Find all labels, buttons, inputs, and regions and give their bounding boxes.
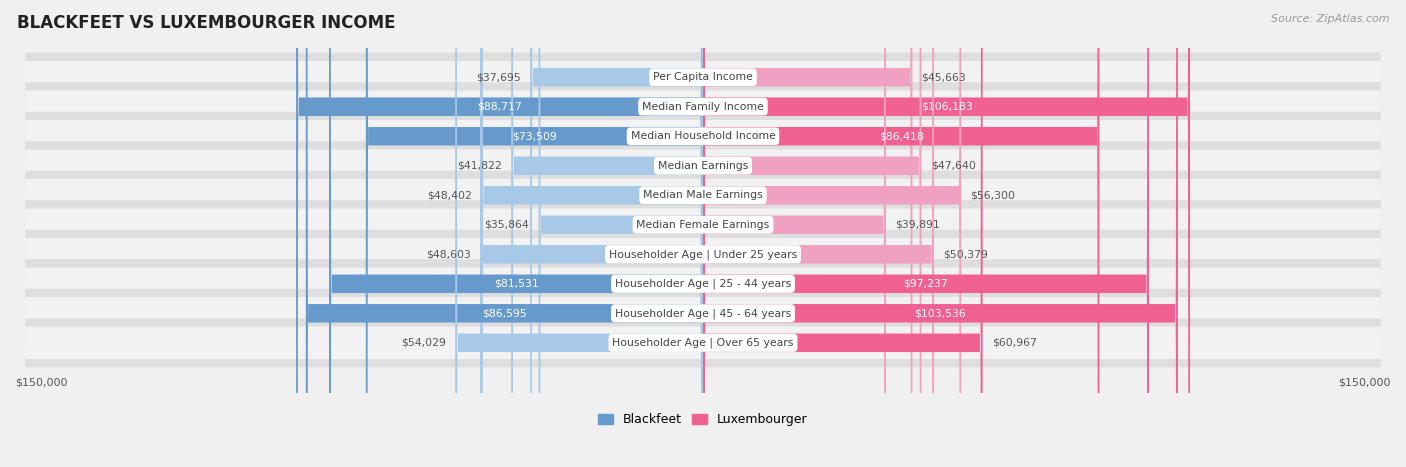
- Text: Per Capita Income: Per Capita Income: [652, 72, 754, 82]
- FancyBboxPatch shape: [703, 0, 912, 467]
- Text: $73,509: $73,509: [512, 131, 557, 141]
- FancyBboxPatch shape: [25, 82, 1381, 131]
- FancyBboxPatch shape: [703, 0, 886, 467]
- Text: Householder Age | Under 25 years: Householder Age | Under 25 years: [609, 249, 797, 260]
- Text: $150,000: $150,000: [15, 378, 67, 388]
- FancyBboxPatch shape: [25, 208, 1381, 241]
- Text: $56,300: $56,300: [970, 190, 1015, 200]
- FancyBboxPatch shape: [25, 326, 1381, 359]
- FancyBboxPatch shape: [25, 238, 1381, 270]
- FancyBboxPatch shape: [25, 53, 1381, 102]
- Text: $97,237: $97,237: [904, 279, 949, 289]
- Text: $45,663: $45,663: [921, 72, 966, 82]
- FancyBboxPatch shape: [25, 297, 1381, 330]
- FancyBboxPatch shape: [703, 0, 962, 467]
- Text: $88,717: $88,717: [477, 102, 522, 112]
- FancyBboxPatch shape: [307, 0, 703, 467]
- FancyBboxPatch shape: [703, 0, 1178, 467]
- Text: Householder Age | 45 - 64 years: Householder Age | 45 - 64 years: [614, 308, 792, 318]
- FancyBboxPatch shape: [25, 171, 1381, 220]
- FancyBboxPatch shape: [456, 0, 703, 467]
- Text: $103,536: $103,536: [914, 308, 966, 318]
- Text: $50,379: $50,379: [943, 249, 988, 259]
- Text: $81,531: $81,531: [494, 279, 538, 289]
- FancyBboxPatch shape: [512, 0, 703, 467]
- Text: Median Female Earnings: Median Female Earnings: [637, 220, 769, 230]
- FancyBboxPatch shape: [25, 179, 1381, 212]
- Text: $86,418: $86,418: [879, 131, 924, 141]
- Legend: Blackfeet, Luxembourger: Blackfeet, Luxembourger: [593, 409, 813, 432]
- Text: $41,822: $41,822: [457, 161, 502, 171]
- Text: $47,640: $47,640: [931, 161, 976, 171]
- Text: $54,029: $54,029: [401, 338, 446, 348]
- FancyBboxPatch shape: [25, 112, 1381, 161]
- FancyBboxPatch shape: [25, 318, 1381, 368]
- Text: Median Family Income: Median Family Income: [643, 102, 763, 112]
- FancyBboxPatch shape: [25, 141, 1381, 190]
- Text: Median Household Income: Median Household Income: [630, 131, 776, 141]
- FancyBboxPatch shape: [479, 0, 703, 467]
- FancyBboxPatch shape: [703, 0, 1189, 467]
- FancyBboxPatch shape: [25, 91, 1381, 123]
- Text: $106,183: $106,183: [921, 102, 973, 112]
- FancyBboxPatch shape: [703, 0, 934, 467]
- FancyBboxPatch shape: [25, 200, 1381, 249]
- FancyBboxPatch shape: [530, 0, 703, 467]
- Text: BLACKFEET VS LUXEMBOURGER INCOME: BLACKFEET VS LUXEMBOURGER INCOME: [17, 14, 395, 32]
- FancyBboxPatch shape: [329, 0, 703, 467]
- FancyBboxPatch shape: [703, 0, 921, 467]
- FancyBboxPatch shape: [481, 0, 703, 467]
- Text: $37,695: $37,695: [477, 72, 522, 82]
- Text: Householder Age | 25 - 44 years: Householder Age | 25 - 44 years: [614, 278, 792, 289]
- FancyBboxPatch shape: [25, 61, 1381, 93]
- Text: $39,891: $39,891: [896, 220, 939, 230]
- Text: Median Male Earnings: Median Male Earnings: [643, 190, 763, 200]
- Text: $48,402: $48,402: [427, 190, 472, 200]
- FancyBboxPatch shape: [703, 0, 1149, 467]
- Text: $86,595: $86,595: [482, 308, 527, 318]
- Text: Median Earnings: Median Earnings: [658, 161, 748, 171]
- Text: $150,000: $150,000: [1339, 378, 1391, 388]
- FancyBboxPatch shape: [25, 268, 1381, 300]
- FancyBboxPatch shape: [703, 0, 1099, 467]
- Text: Householder Age | Over 65 years: Householder Age | Over 65 years: [612, 338, 794, 348]
- Text: $48,603: $48,603: [426, 249, 471, 259]
- FancyBboxPatch shape: [25, 289, 1381, 338]
- Text: $60,967: $60,967: [991, 338, 1036, 348]
- FancyBboxPatch shape: [25, 230, 1381, 279]
- Text: $35,864: $35,864: [485, 220, 529, 230]
- FancyBboxPatch shape: [703, 0, 983, 467]
- FancyBboxPatch shape: [25, 120, 1381, 153]
- FancyBboxPatch shape: [25, 149, 1381, 182]
- FancyBboxPatch shape: [297, 0, 703, 467]
- FancyBboxPatch shape: [25, 259, 1381, 308]
- FancyBboxPatch shape: [538, 0, 703, 467]
- Text: Source: ZipAtlas.com: Source: ZipAtlas.com: [1271, 14, 1389, 24]
- FancyBboxPatch shape: [366, 0, 703, 467]
